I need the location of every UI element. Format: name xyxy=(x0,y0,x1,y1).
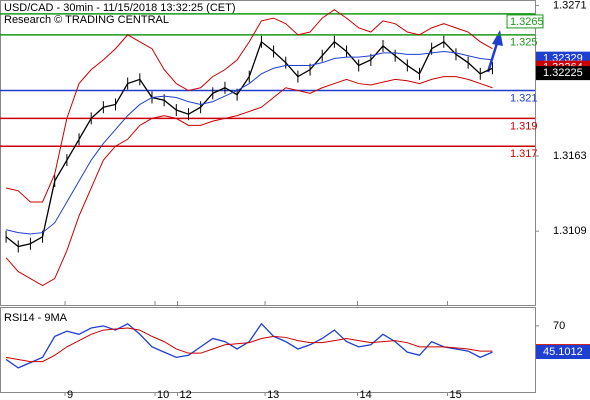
price-tag-label: 45.1012 xyxy=(543,346,583,358)
level-box xyxy=(506,14,544,29)
x-tick-label: 10 xyxy=(157,389,169,400)
forecast-arrow xyxy=(486,39,500,73)
price-tag-label: 1.32225 xyxy=(543,67,583,79)
x-tick-label: 9 xyxy=(67,389,73,400)
level-label: 1.321 xyxy=(510,92,538,104)
y-tick-label: 1.3163 xyxy=(553,150,587,162)
y-tick-label: 70 xyxy=(553,320,565,332)
x-tick-label: 14 xyxy=(359,389,371,400)
level-label: 1.325 xyxy=(510,37,538,49)
chart-title: USD/CAD - 30min - 11/15/2018 13:32:25 (C… xyxy=(4,2,236,14)
series-line xyxy=(5,327,493,363)
price-tag-label: 1.32329 xyxy=(543,53,583,65)
arrow-head xyxy=(492,30,503,46)
series-line xyxy=(5,51,493,235)
price-tag xyxy=(536,66,590,81)
x-tick-label: 12 xyxy=(180,389,192,400)
chart-subtitle: Research © TRADING CENTRAL xyxy=(4,14,169,26)
y-tick-label: 1.3109 xyxy=(553,225,587,237)
series-line xyxy=(5,9,493,203)
level-label: 1.317 xyxy=(510,148,538,160)
main-frame xyxy=(0,0,536,306)
rsi-frame xyxy=(0,307,536,393)
level-label: 1.319 xyxy=(510,120,538,132)
x-tick-label: 15 xyxy=(449,389,461,400)
rsi-title: RSI14 - 9MA xyxy=(4,312,68,324)
series-line xyxy=(5,76,493,287)
price-tag xyxy=(536,345,590,360)
level-label: 1.3265 xyxy=(510,16,544,28)
y-tick-label: 1.3271 xyxy=(553,0,587,11)
series-line xyxy=(5,322,493,369)
x-tick-label: 13 xyxy=(267,389,279,400)
